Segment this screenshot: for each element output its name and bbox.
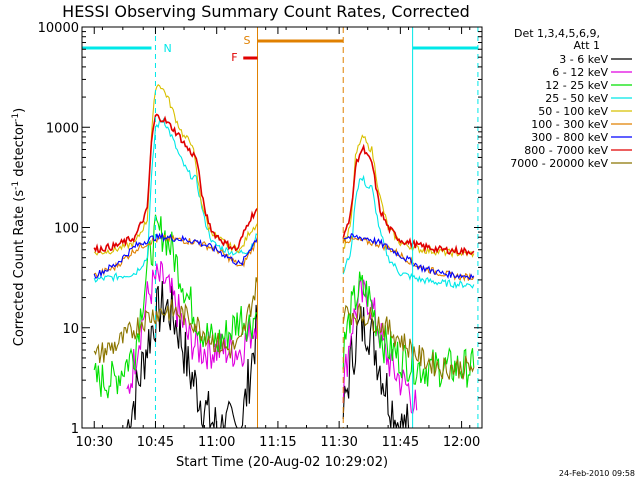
series-line-800-7000keV-b xyxy=(342,143,475,257)
series-line-12-25keV-a xyxy=(93,214,258,399)
annotation-layer: N SF xyxy=(82,27,479,428)
y-axis-label: Corrected Count Rate (s-1 detector-1) xyxy=(11,108,27,346)
series-line-25-50keV-a xyxy=(93,117,258,283)
flare-label: F xyxy=(231,51,237,64)
series-line-3-6keV-a xyxy=(126,280,259,428)
series-line-100-300keV-a xyxy=(93,233,258,279)
x-tick-label: 11:30 xyxy=(320,435,357,450)
y-tick-label: 1 xyxy=(71,422,79,437)
legend-entry-label: 12 - 25 keV xyxy=(545,79,608,92)
generation-timestamp: 24-Feb-2010 09:58 xyxy=(559,469,635,478)
x-tick-label: 10:45 xyxy=(137,435,174,450)
x-axis-label: Start Time (20-Aug-02 10:29:02) xyxy=(176,455,388,470)
ticks-layer: 10:30 10:45 11:00 11:15 11:30 11:45 12:00 1 10 10… xyxy=(38,21,482,450)
series-line-25-50keV-b xyxy=(342,174,475,290)
series-line-50-100keV-a xyxy=(93,84,258,256)
series-line-300-800keV-b xyxy=(342,233,475,281)
series-line-12-25keV-b xyxy=(342,271,475,388)
legend-entry-label: 6 - 12 keV xyxy=(552,66,608,79)
series-line-7000-20000keV-b xyxy=(342,303,475,380)
x-tick-label: 11:00 xyxy=(198,435,235,450)
legend-entry-label: 800 - 7000 keV xyxy=(524,144,608,157)
series-line-7000-20000keV-a xyxy=(93,277,259,363)
x-tick-label: 11:45 xyxy=(382,435,419,450)
y-tick-label: 10 xyxy=(62,322,79,337)
chart-title: HESSI Observing Summary Count Rates, Cor… xyxy=(62,2,470,21)
legend-entry-label: 50 - 100 keV xyxy=(538,105,608,118)
x-tick-label: 10:30 xyxy=(76,435,113,450)
legend-header-line2: Att 1 xyxy=(574,39,600,52)
y-tick-label: 1000 xyxy=(46,121,79,136)
series-line-800-7000keV-a xyxy=(93,113,259,253)
x-tick-label: 12:00 xyxy=(443,435,480,450)
series-line-3-6keV-b xyxy=(342,306,410,428)
saa-label: S xyxy=(244,34,251,47)
x-tick-label: 11:15 xyxy=(259,435,296,450)
legend-entry-label: 25 - 50 keV xyxy=(545,92,608,105)
series-layer xyxy=(93,84,475,428)
legend-entry-label: 100 - 300 keV xyxy=(531,118,608,131)
y-tick-label: 100 xyxy=(54,222,79,237)
legend-entry-label: 7000 - 20000 keV xyxy=(510,157,608,170)
series-line-6-12keV-b xyxy=(342,277,418,415)
y-tick-label: 10000 xyxy=(38,21,79,36)
legend-header-line1: Det 1,3,4,5,6,9, xyxy=(514,27,600,40)
series-line-6-12keV-a xyxy=(126,260,259,394)
series-line-300-800keV-a xyxy=(93,232,259,279)
legend-entry-label: 300 - 800 keV xyxy=(531,131,608,144)
series-line-50-100keV-b xyxy=(343,134,475,258)
night-label: N xyxy=(163,42,171,55)
plot-frame xyxy=(81,26,483,429)
legend-entry-label: 3 - 6 keV xyxy=(559,53,608,66)
